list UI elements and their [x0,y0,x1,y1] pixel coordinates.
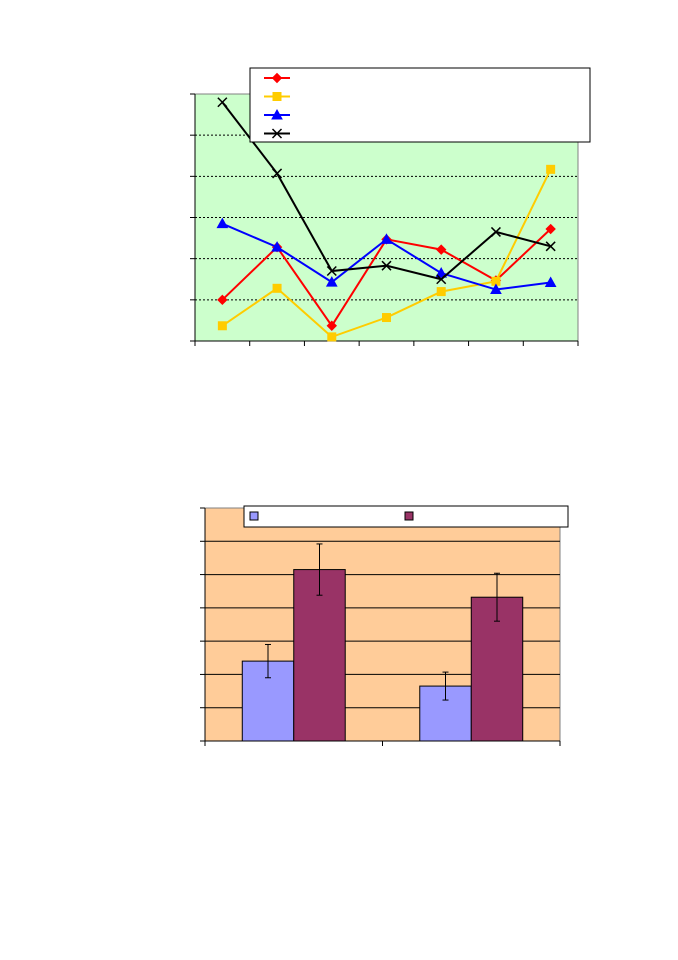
bar-legend-swatch-1 [249,511,259,521]
line-series-group [216,97,557,342]
line-series-3-point [544,276,557,288]
line-series-4-point [217,97,228,108]
bar-series-2-errorbar [316,543,323,596]
line-legend-marker-1 [271,72,283,84]
line-series-2-point [382,313,391,323]
line-series-4-point [326,265,337,277]
line-legend-marker-2 [272,92,282,101]
line-series-4-point [436,274,447,285]
line-series-2-point [272,283,282,293]
line-series-2-point [217,321,227,331]
line-legend-marker-3 [271,108,283,120]
line-legend [249,67,591,143]
line-series-4-point-stroke [381,260,392,271]
bar-series-1-errorbar [265,643,272,679]
line-series-4-point-stroke [490,226,501,237]
line-legend-box [249,67,591,143]
line-chart [190,67,591,346]
bar-y-axis [200,507,206,742]
line-series-1-point [436,244,447,255]
bar-legend-swatch-2 [404,511,414,521]
bar-series-2-bar [293,569,346,742]
line-series-3-point [490,283,502,295]
bar-legend [243,505,569,528]
bar-series-group [241,543,524,742]
line-legend-marker-4-stroke [271,128,283,139]
line-series-1-point [326,320,337,331]
bar-series-1-errorbar [442,671,449,701]
line-series-3-point [216,217,229,229]
line-series-2-point [327,332,337,342]
bar-x-axis [204,740,561,746]
line-series-3-point [380,233,393,244]
line-series-4-point [545,241,556,252]
line-series-2-point [546,164,556,174]
line-series-2-point [436,287,446,297]
line-series-4-point-stroke [217,97,228,108]
line-series-4-point-stroke [272,168,283,179]
line-y-axis [190,93,196,342]
line-series-4-point-stroke [436,274,447,285]
line-series-4-point-stroke [545,241,556,252]
line-series-4-point-stroke [326,265,337,277]
line-series-4-point [381,260,392,271]
line-series-1-point [217,294,228,306]
line-series-4-point [490,226,501,237]
line-legend-marker-4 [271,128,283,139]
line-series-3-point [325,276,338,287]
line-x-axis [194,340,579,346]
bar-series-2-errorbar [493,572,500,622]
line-series-3-point [435,267,448,278]
line-series-4-point [272,168,283,179]
line-series-1-point [545,223,556,235]
bar-chart [200,505,569,746]
line-series-3-point [271,241,283,252]
